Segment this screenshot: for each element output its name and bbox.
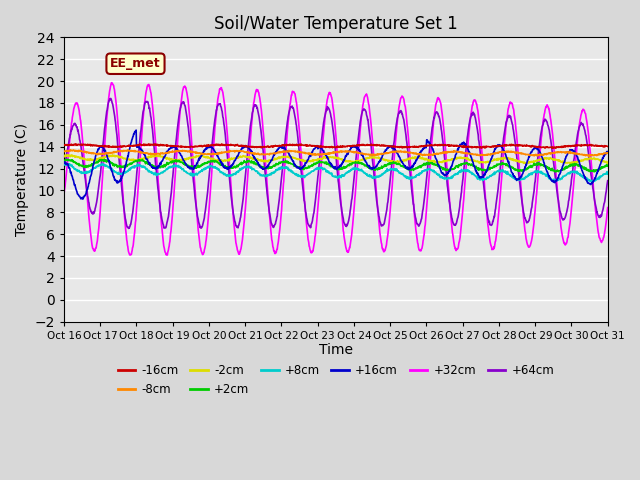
X-axis label: Time: Time (319, 343, 353, 358)
Title: Soil/Water Temperature Set 1: Soil/Water Temperature Set 1 (214, 15, 458, 33)
Legend: -16cm, -8cm, -2cm, +2cm, +8cm, +16cm, +32cm, +64cm: -16cm, -8cm, -2cm, +2cm, +8cm, +16cm, +3… (113, 360, 559, 401)
Y-axis label: Temperature (C): Temperature (C) (15, 123, 29, 236)
Text: EE_met: EE_met (110, 57, 161, 70)
